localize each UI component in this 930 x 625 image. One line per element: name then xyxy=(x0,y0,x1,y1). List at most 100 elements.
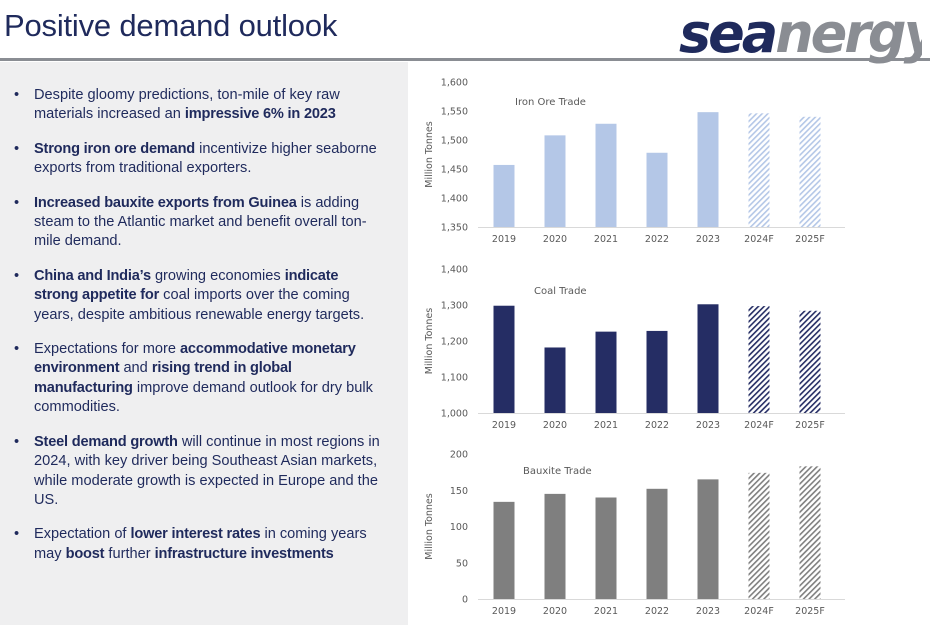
chart-title: Coal Trade xyxy=(534,286,587,297)
data-bar xyxy=(544,493,566,599)
y-tick-label: 1,400 xyxy=(441,194,468,205)
bullet-text: Despite gloomy predictions, ton-mile of … xyxy=(34,87,340,123)
bullet-text: Expectation of xyxy=(34,526,131,543)
x-tick-label: 2020 xyxy=(543,234,567,245)
data-bar xyxy=(697,304,719,413)
forecast-bar xyxy=(748,472,770,599)
x-tick-label: 2020 xyxy=(543,420,567,431)
logo-sea-part: sea xyxy=(679,2,775,64)
bauxite-trade-chart: Million Tonnes 0 50 100 150 200 Bauxite Trade 2… xyxy=(424,450,845,617)
bullet-text: further xyxy=(104,545,155,562)
bullet-text: and xyxy=(119,360,152,377)
y-tick-label: 1,600 xyxy=(441,78,468,89)
bullet-text: improve demand outlook for dry bulk comm… xyxy=(34,379,373,416)
coal-chart-container: Million Tonnes 1,000 1,100 1,200 1,300 1,400 C… xyxy=(420,259,845,439)
data-bar xyxy=(544,347,566,413)
y-tick-label: 1,500 xyxy=(441,136,468,147)
y-axis-title: Million Tonnes xyxy=(424,121,435,187)
bullet-item: Expectations for more accommodative mone… xyxy=(12,340,384,418)
x-tick-label: 2025F xyxy=(795,606,825,617)
y-tick-label: 100 xyxy=(450,522,468,533)
x-tick-label: 2020 xyxy=(543,606,567,617)
data-bar xyxy=(493,501,515,599)
y-tick-label: 50 xyxy=(456,558,468,569)
y-tick-label: 1,200 xyxy=(441,337,468,348)
data-bar xyxy=(595,497,617,599)
bullet-emphasis: infrastructure investments xyxy=(154,545,334,562)
y-tick-label: 1,400 xyxy=(441,265,468,276)
x-tick-label: 2019 xyxy=(492,420,516,431)
chart-title: Iron Ore Trade xyxy=(515,97,586,108)
bullet-item: Despite gloomy predictions, ton-mile of … xyxy=(12,86,384,125)
y-tick-label: 150 xyxy=(450,486,468,497)
title-divider xyxy=(0,58,930,61)
data-bar xyxy=(595,123,617,227)
bullet-emphasis: boost xyxy=(65,545,105,562)
data-bar xyxy=(544,135,566,227)
y-tick-label: 0 xyxy=(462,595,468,606)
x-tick-label: 2024F xyxy=(744,234,774,245)
forecast-bar xyxy=(799,310,821,413)
forecast-bar xyxy=(799,116,821,227)
bullet-emphasis: lower interest rates xyxy=(130,526,261,543)
outlook-panel: Despite gloomy predictions, ton-mile of … xyxy=(0,62,408,625)
y-tick-label: 1,350 xyxy=(441,223,468,234)
data-bar xyxy=(697,112,719,227)
x-tick-label: 2023 xyxy=(696,606,720,617)
x-tick-label: 2023 xyxy=(696,234,720,245)
x-tick-label: 2022 xyxy=(645,234,669,245)
y-tick-label: 1,550 xyxy=(441,107,468,118)
bullet-text: coal imports over the coming years, desp… xyxy=(34,287,365,323)
bullet-item: Strong iron ore demand incentivize highe… xyxy=(12,140,384,179)
bullet-text: Expectations for more xyxy=(34,341,181,358)
page-title: Positive demand outlook xyxy=(4,8,338,43)
y-tick-label: 1,100 xyxy=(441,373,468,384)
y-tick-label: 1,300 xyxy=(441,301,468,312)
bullet-emphasis: Steel demand growth xyxy=(34,433,178,450)
bullet-emphasis: Increased bauxite exports from Guinea xyxy=(34,194,297,211)
iron-ore-chart-container: Million Tonnes 1,350 1,400 1,450 1,500 1,550 1… xyxy=(420,70,845,255)
x-tick-label: 2022 xyxy=(645,420,669,431)
bullet-emphasis: indicate strong appetite for xyxy=(34,267,339,304)
bullet-text: will continue in most regions in 2024, w… xyxy=(34,433,380,508)
data-bar xyxy=(493,164,515,227)
bullet-list: Despite gloomy predictions, ton-mile of … xyxy=(12,86,384,579)
bullet-emphasis: China and India’s xyxy=(34,267,151,284)
iron-ore-trade-chart: Million Tonnes 1,350 1,400 1,450 1,500 1,550 1… xyxy=(424,78,845,245)
bullet-emphasis: rising trend in global manufacturing xyxy=(34,360,292,396)
x-tick-label: 2024F xyxy=(744,606,774,617)
bullet-item: Expectation of lower interest rates in c… xyxy=(12,525,384,564)
x-tick-label: 2025F xyxy=(795,420,825,431)
bullet-text: incentivize higher seaborne exports from… xyxy=(34,140,377,177)
data-bar xyxy=(595,331,617,413)
forecast-bar xyxy=(748,306,770,413)
x-tick-label: 2021 xyxy=(594,606,618,617)
bullet-emphasis: Strong iron ore demand xyxy=(34,140,196,157)
data-bar xyxy=(697,479,719,599)
y-axis-title: Million Tonnes xyxy=(424,493,435,559)
x-tick-label: 2021 xyxy=(594,234,618,245)
bullet-emphasis: impressive 6% in 2023 xyxy=(184,106,336,123)
y-tick-label: 1,450 xyxy=(441,165,468,176)
data-bar xyxy=(493,305,515,413)
x-tick-label: 2019 xyxy=(492,606,516,617)
x-tick-label: 2024F xyxy=(744,420,774,431)
x-tick-label: 2019 xyxy=(492,234,516,245)
bullet-item: Steel demand growth will continue in mos… xyxy=(12,433,384,511)
data-bar xyxy=(646,152,668,227)
seanergy-logo: seanergy xyxy=(679,2,922,64)
y-tick-label: 200 xyxy=(450,450,468,461)
x-tick-label: 2022 xyxy=(645,606,669,617)
data-bar xyxy=(646,488,668,599)
bullet-text: is adding steam to the Atlantic market a… xyxy=(34,194,367,250)
chart-title: Bauxite Trade xyxy=(523,466,592,477)
y-tick-label: 1,000 xyxy=(441,409,468,420)
bullet-text: in coming years may xyxy=(34,526,367,562)
data-bar xyxy=(646,330,668,413)
bauxite-chart-container: Million Tonnes 0 50 100 150 200 Bauxite Trade 2… xyxy=(420,444,845,625)
logo-nergy-part: nergy xyxy=(775,2,922,64)
x-tick-label: 2021 xyxy=(594,420,618,431)
forecast-bar xyxy=(799,466,821,599)
coal-trade-chart: Million Tonnes 1,000 1,100 1,200 1,300 1,400 C… xyxy=(424,265,845,431)
bullet-emphasis: accommodative monetary environment xyxy=(34,341,356,377)
